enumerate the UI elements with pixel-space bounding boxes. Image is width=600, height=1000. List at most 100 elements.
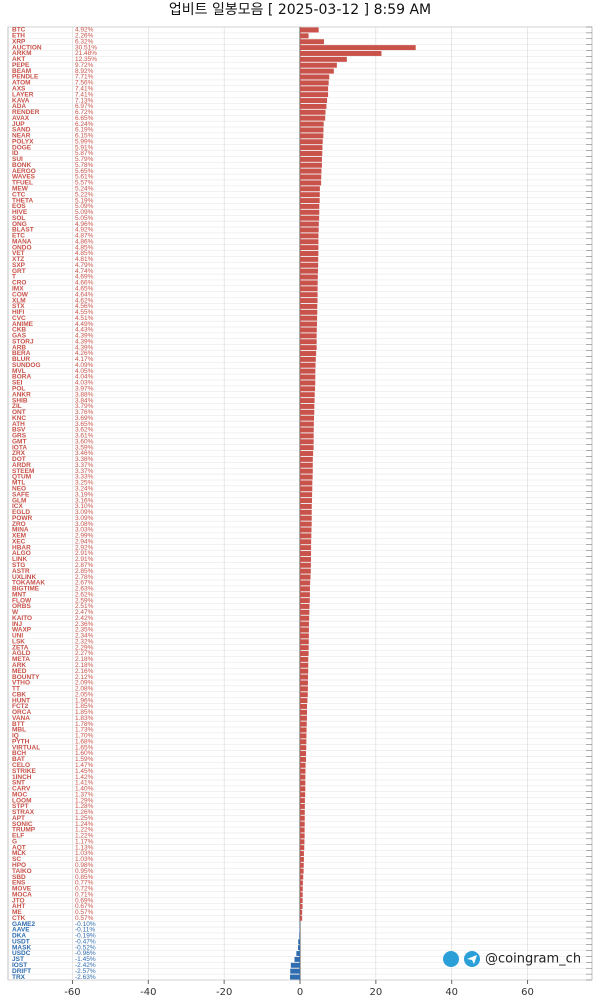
bar [300,474,313,480]
category-label: GMT [12,438,26,445]
value-label: 3.46% [75,450,94,457]
category-label: IQ [12,733,19,740]
value-label: 2.99% [75,533,94,540]
value-label: 6.97% [75,103,94,110]
bar [300,533,312,539]
category-label: LOOM [12,797,32,804]
value-label: 3.09% [75,515,94,522]
bar [300,215,320,221]
bar [300,298,318,304]
bar [300,421,314,427]
value-label: 1.42% [75,774,94,781]
x-tick-label: -40 [140,987,156,998]
bar [300,545,312,551]
category-label: USDC [12,950,31,957]
value-label: 2.09% [75,680,94,687]
bar [300,209,320,215]
category-label: ONG [12,221,27,228]
category-label: AKT [12,56,25,63]
value-label: -2.63% [75,974,96,981]
bar [300,427,314,433]
bar [300,903,303,909]
bar [300,880,303,886]
value-label: 4.79% [75,262,94,269]
category-label: LSK [12,638,25,645]
bar [290,968,300,974]
value-label: 5.91% [75,144,94,151]
value-label: 0.72% [75,886,94,893]
value-label: 2.51% [75,603,94,610]
bar [300,809,305,815]
category-label: WAVES [12,174,36,181]
bar [290,962,300,968]
value-label: 0.57% [75,909,94,916]
category-label: BOUNTY [12,674,40,681]
bar [300,739,307,745]
value-label: 3.88% [75,391,94,398]
category-label: AQT [12,844,26,851]
bar [300,609,310,615]
category-label: META [12,656,30,663]
category-label: ANKR [12,391,31,398]
bar [300,798,305,804]
bar [300,868,304,874]
bar [300,256,319,262]
bar [300,51,382,56]
value-label: 12.35% [75,56,97,63]
value-label: 1.22% [75,833,94,840]
bar [300,251,319,256]
value-label: 4.65% [75,285,94,292]
category-label: EOS [12,203,26,210]
bar [300,603,310,609]
category-label: STX [12,303,25,310]
value-label: 2.05% [75,691,94,698]
category-label: XLM [12,297,26,304]
value-label: 1.41% [75,780,94,787]
value-label: -2.57% [75,968,96,975]
value-label: -0.96% [75,950,96,957]
category-label: INJ [12,621,23,628]
value-label: 21.48% [75,50,97,57]
value-label: 2.32% [75,638,94,645]
bar [300,203,320,209]
category-label: PEPE [12,62,30,69]
value-label: 6.19% [75,127,94,134]
value-label: 7.13% [75,97,94,104]
value-label: 5.99% [75,138,94,145]
category-label: ORCA [12,709,31,716]
value-label: 0.95% [75,868,94,875]
bar [300,103,327,109]
bar [300,315,318,321]
value-label: 2.91% [75,556,94,563]
bar [300,151,323,156]
bar [300,109,326,115]
value-label: 1.59% [75,756,94,763]
value-label: 1.85% [75,709,94,716]
value-label: 1.70% [75,733,94,740]
bar [300,898,303,904]
bar [300,827,305,833]
bar [300,721,307,727]
value-label: 0.98% [75,862,94,869]
value-label: 1.65% [75,744,94,751]
value-label: 4.69% [75,274,94,281]
value-label: 1.96% [75,697,94,704]
category-label: ALGO [12,550,31,557]
category-label: STRAX [12,809,35,816]
value-label: 0.57% [75,915,94,922]
category-label: GAS [12,333,27,340]
bar [300,368,316,374]
category-label: G [12,838,17,845]
bar [300,168,322,174]
category-label: DOT [12,456,26,463]
bar [300,309,318,315]
bar [300,174,322,180]
value-label: 4.43% [75,327,94,334]
bar [300,133,324,139]
value-label: 3.97% [75,386,94,393]
value-label: 1.85% [75,703,94,710]
value-label: 3.65% [75,421,94,428]
value-label: 6.72% [75,109,94,116]
value-label: 2.26% [75,33,94,40]
bar [290,974,300,980]
